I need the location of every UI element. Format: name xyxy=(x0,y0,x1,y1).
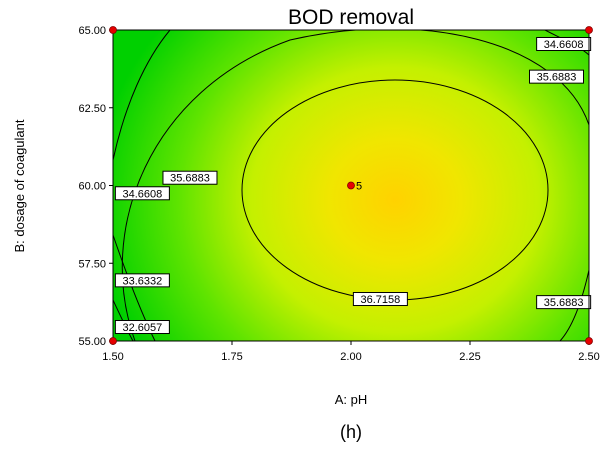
y-tick-label: 60.00 xyxy=(78,181,106,193)
x-tick-label: 1.50 xyxy=(102,351,123,363)
contour-label: 35.6883 xyxy=(536,295,592,310)
data-points: 5 xyxy=(109,26,593,345)
contour-label-box xyxy=(114,320,170,335)
x-axis-label: A: pH xyxy=(335,392,368,407)
chart-title: BOD removal xyxy=(288,6,414,29)
contour-label-text: 36.7158 xyxy=(360,294,400,306)
figure-caption: (h) xyxy=(340,422,362,442)
contour-label: 34.6608 xyxy=(536,36,592,51)
contour-label-box xyxy=(114,186,170,201)
contour-label: 34.6608 xyxy=(114,186,170,201)
contour-label-text: 34.6608 xyxy=(544,39,584,51)
contour-label-box xyxy=(529,69,584,84)
contour-label-text: 35.6883 xyxy=(170,173,210,185)
y-tick-label: 62.50 xyxy=(78,103,106,115)
contour-label-box xyxy=(536,295,592,310)
design-center-point xyxy=(347,181,355,190)
contour-label: 36.7158 xyxy=(352,292,408,307)
contour-label: 32.6057 xyxy=(114,320,170,335)
contour-label-box xyxy=(114,273,170,288)
contour-label: 33.6332 xyxy=(114,273,170,288)
y-tick-label: 55.00 xyxy=(78,336,106,348)
x-tick-label: 2.50 xyxy=(578,351,599,363)
y-tick-label: 65.00 xyxy=(78,25,106,37)
design-corner-point xyxy=(109,337,117,345)
contour-label: 35.6883 xyxy=(162,170,218,185)
y-ticks: 55.00 57.50 60.00 62.50 65.00 xyxy=(78,25,113,348)
center-point-count: 5 xyxy=(356,181,362,193)
contour-label: 35.6883 xyxy=(529,69,584,84)
design-corner-point xyxy=(109,26,117,34)
contour-label-text: 35.6883 xyxy=(544,297,584,309)
contour-label-text: 32.6057 xyxy=(122,322,162,334)
contour-label-box xyxy=(162,170,218,185)
design-corner-point xyxy=(585,26,593,34)
x-tick-label: 1.75 xyxy=(221,351,242,363)
y-tick-label: 57.50 xyxy=(78,258,106,270)
contour-label-box xyxy=(536,36,592,51)
x-tick-label: 2.25 xyxy=(459,351,480,363)
contour-34-6608 xyxy=(113,30,171,161)
y-axis-label: B: dosage of coagulant xyxy=(12,119,27,252)
contour-labels: 32.6057 33.6332 34.6608 35.6883 36.7158 35.68… xyxy=(114,36,592,335)
contour-label-text: 35.6883 xyxy=(537,72,577,84)
contour-35-6883-b xyxy=(559,269,589,341)
contour-35-6883 xyxy=(121,30,589,341)
x-ticks: 1.50 1.75 2.00 2.25 2.50 xyxy=(102,341,600,363)
contour-label-box xyxy=(352,292,408,307)
x-tick-label: 2.00 xyxy=(340,351,361,363)
contour-label-text: 34.6608 xyxy=(122,188,162,200)
design-corner-point xyxy=(585,337,593,345)
contour-label-text: 33.6332 xyxy=(122,275,162,287)
